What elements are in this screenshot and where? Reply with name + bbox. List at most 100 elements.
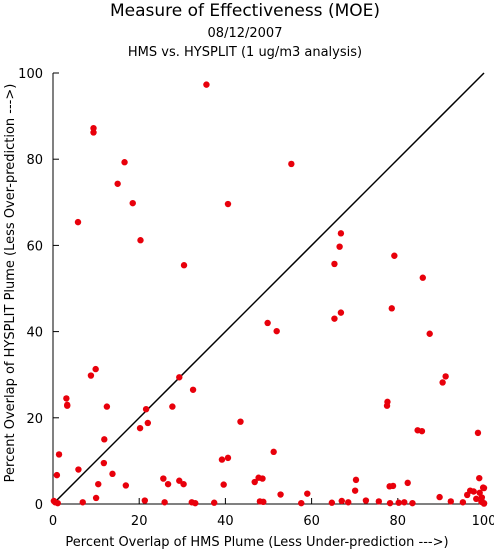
data-point [137, 237, 144, 244]
x-tick-label: 60 [303, 514, 320, 529]
data-point [79, 499, 86, 506]
data-point [426, 330, 433, 337]
data-point [298, 499, 305, 507]
data-point [277, 491, 284, 498]
x-axis-ticks: 0 20 40 60 80 100 [49, 498, 494, 529]
data-point [351, 487, 359, 494]
data-point [95, 480, 102, 488]
data-point [386, 499, 394, 507]
data-point [90, 129, 97, 136]
data-point [176, 374, 183, 381]
x-tick-label: 100 [472, 514, 494, 529]
data-point [470, 488, 477, 495]
data-point [375, 498, 383, 505]
x-tick-label: 20 [131, 514, 148, 529]
data-point [259, 475, 266, 482]
data-point [92, 365, 99, 373]
data-point [210, 499, 218, 506]
data-point [480, 500, 488, 507]
data-point [224, 454, 232, 462]
data-point [338, 497, 345, 505]
data-point [288, 160, 295, 168]
reference-line-y-equals-x [52, 72, 485, 505]
data-point [103, 403, 111, 410]
data-point [203, 81, 210, 88]
data-point [54, 499, 61, 507]
data-point [474, 429, 482, 437]
data-point [161, 499, 168, 506]
x-tick-label: 40 [217, 514, 234, 529]
data-point [260, 498, 267, 506]
y-tick-label: 80 [26, 153, 43, 168]
data-point [352, 476, 360, 484]
data-point [270, 448, 277, 456]
y-tick-label: 100 [18, 67, 43, 82]
data-point [362, 497, 370, 504]
data-point [391, 252, 398, 259]
data-point [121, 159, 128, 166]
y-tick-label: 60 [26, 239, 43, 254]
data-point [401, 499, 408, 506]
data-point [264, 319, 271, 327]
data-point [220, 481, 227, 488]
data-point [218, 456, 226, 463]
data-point [237, 418, 244, 425]
data-point [251, 478, 258, 486]
data-point [331, 315, 338, 322]
y-tick-label: 0 [35, 498, 43, 513]
data-point [273, 327, 280, 335]
data-point [176, 477, 183, 484]
data-point [101, 436, 108, 443]
data-point [192, 499, 199, 507]
data-point [336, 243, 343, 250]
data-point [447, 498, 455, 505]
data-point [418, 427, 426, 435]
data-point [142, 405, 150, 413]
data-point [419, 274, 426, 281]
data-point [53, 471, 61, 479]
data-point [224, 200, 232, 208]
data-point [114, 180, 121, 187]
data-point [337, 230, 345, 237]
data-point [409, 499, 416, 507]
data-point [476, 474, 483, 482]
data-point [389, 482, 397, 490]
data-point [169, 403, 176, 410]
data-point [109, 470, 116, 478]
data-point [442, 373, 449, 380]
data-point [64, 402, 71, 409]
y-tick-label: 40 [26, 326, 43, 341]
data-point [100, 459, 108, 467]
data-point [55, 451, 63, 458]
data-point [337, 309, 345, 316]
plot-area [52, 72, 485, 505]
data-point [463, 491, 471, 499]
data-point [74, 218, 82, 226]
data-point [404, 479, 411, 487]
chart-title: Measure of Effectiveness (MOE) [110, 1, 380, 21]
x-tick-label: 0 [49, 514, 57, 529]
data-point [144, 419, 152, 427]
x-axis-label: Percent Overlap of HMS Plume (Less Under… [65, 535, 448, 550]
data-point [164, 480, 172, 488]
x-tick-label: 80 [390, 514, 407, 529]
data-point [328, 499, 336, 506]
data-point [480, 484, 488, 492]
y-axis-ticks: 0 20 40 60 80 100 [18, 67, 59, 513]
data-point [180, 480, 187, 488]
data-point [459, 499, 467, 506]
data-point [136, 424, 144, 432]
data-point [75, 466, 82, 473]
y-axis-label: Percent Overlap of HYSPLIT Plume (Less O… [3, 84, 18, 483]
data-point [129, 199, 136, 207]
data-point [473, 495, 480, 503]
data-point [383, 402, 391, 409]
chart-date: 08/12/2007 [208, 26, 283, 41]
data-point [160, 475, 167, 482]
data-point [395, 499, 402, 506]
data-point [439, 379, 446, 386]
data-point [345, 499, 352, 506]
chart-subtitle: HMS vs. HYSPLIT (1 ug/m3 analysis) [128, 45, 362, 60]
data-point [304, 490, 311, 497]
data-point [436, 493, 443, 501]
